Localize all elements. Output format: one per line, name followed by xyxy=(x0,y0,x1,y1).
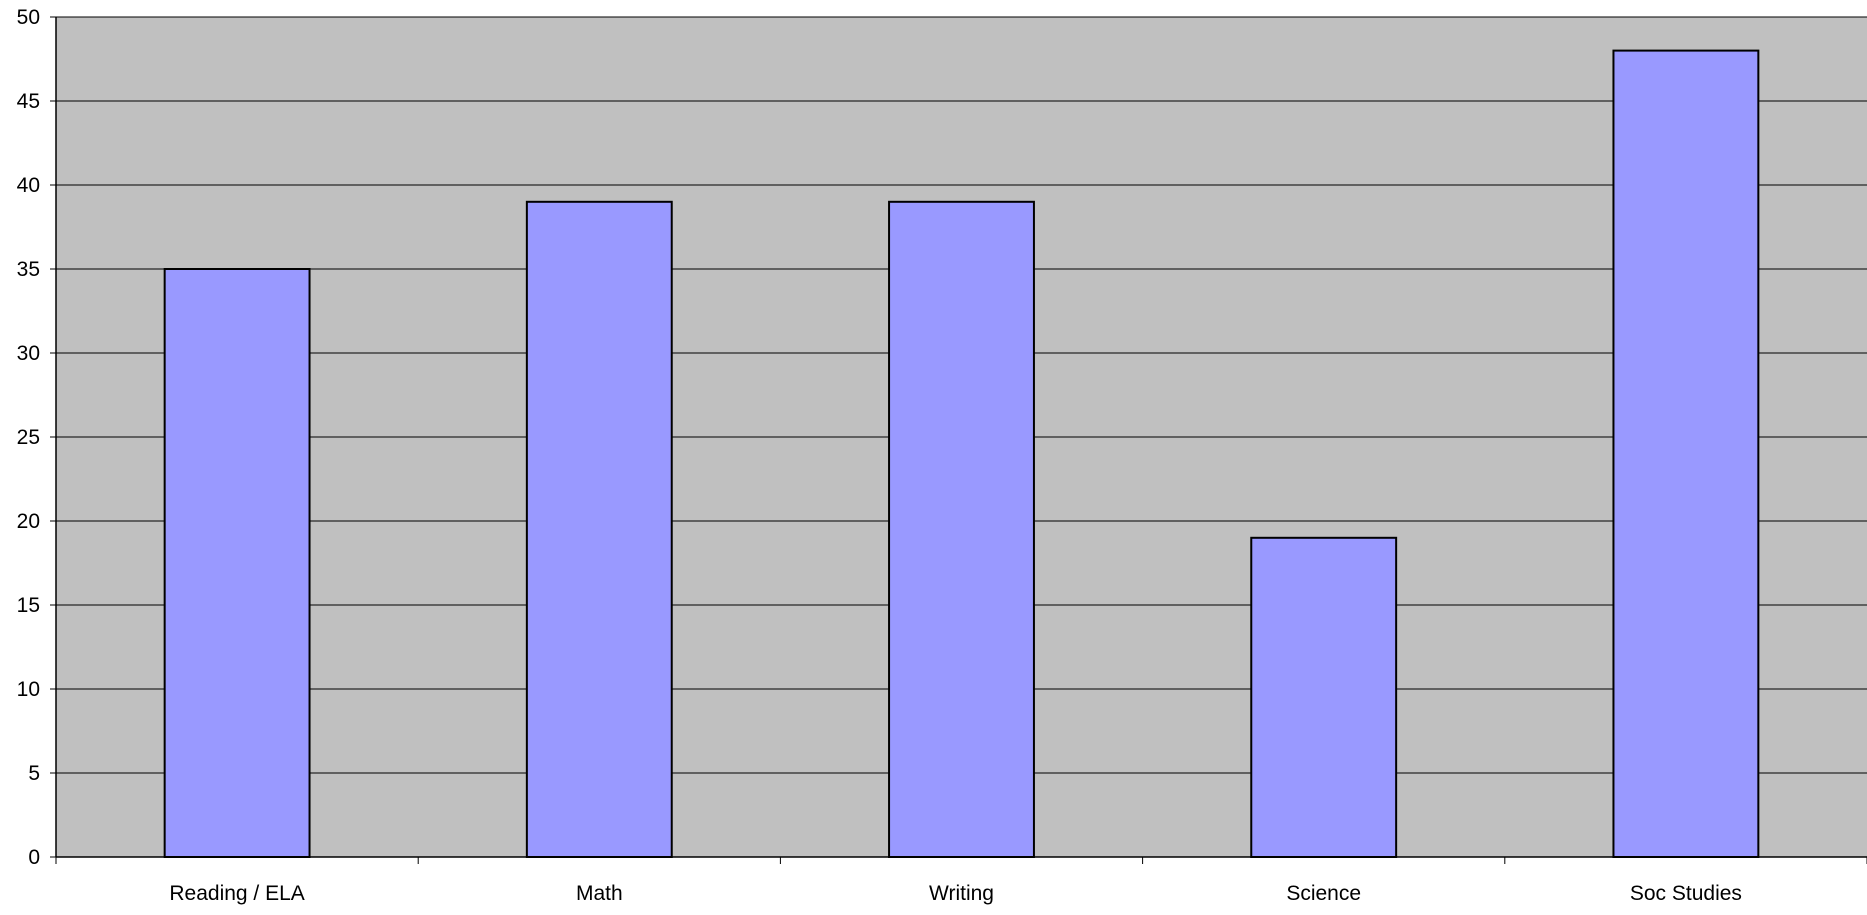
x-tick-label: Reading / ELA xyxy=(169,882,304,905)
y-tick-label: 5 xyxy=(28,762,40,785)
y-tick-label: 0 xyxy=(28,846,40,869)
y-axis-tick-labels: 0 5 10 15 20 25 30 35 40 45 50 xyxy=(17,6,40,869)
y-tick-label: 25 xyxy=(17,426,40,449)
y-tick-label: 35 xyxy=(17,258,40,281)
x-axis-tick-labels: Reading / ELA Math Writing Science Soc Studi… xyxy=(169,882,1742,905)
y-tick-label: 50 xyxy=(17,6,40,29)
axes xyxy=(50,16,1867,864)
bar-science xyxy=(1250,536,1398,858)
x-tick-label: Science xyxy=(1286,882,1361,905)
y-tick-label: 15 xyxy=(17,594,40,617)
bar-math xyxy=(525,200,673,859)
y-tick-label: 20 xyxy=(17,510,40,533)
bar-reading-ela xyxy=(163,268,311,858)
bar-soc-studies xyxy=(1612,49,1760,859)
y-tick-label: 45 xyxy=(17,90,40,113)
y-tick-label: 30 xyxy=(17,342,40,365)
bars xyxy=(163,49,1760,859)
y-tick-label: 10 xyxy=(17,678,40,701)
x-tick-label: Math xyxy=(576,882,623,905)
x-tick-label: Writing xyxy=(929,882,994,905)
x-tick-label: Soc Studies xyxy=(1630,882,1742,905)
bar-writing xyxy=(888,200,1035,859)
y-tick-label: 40 xyxy=(17,174,40,197)
